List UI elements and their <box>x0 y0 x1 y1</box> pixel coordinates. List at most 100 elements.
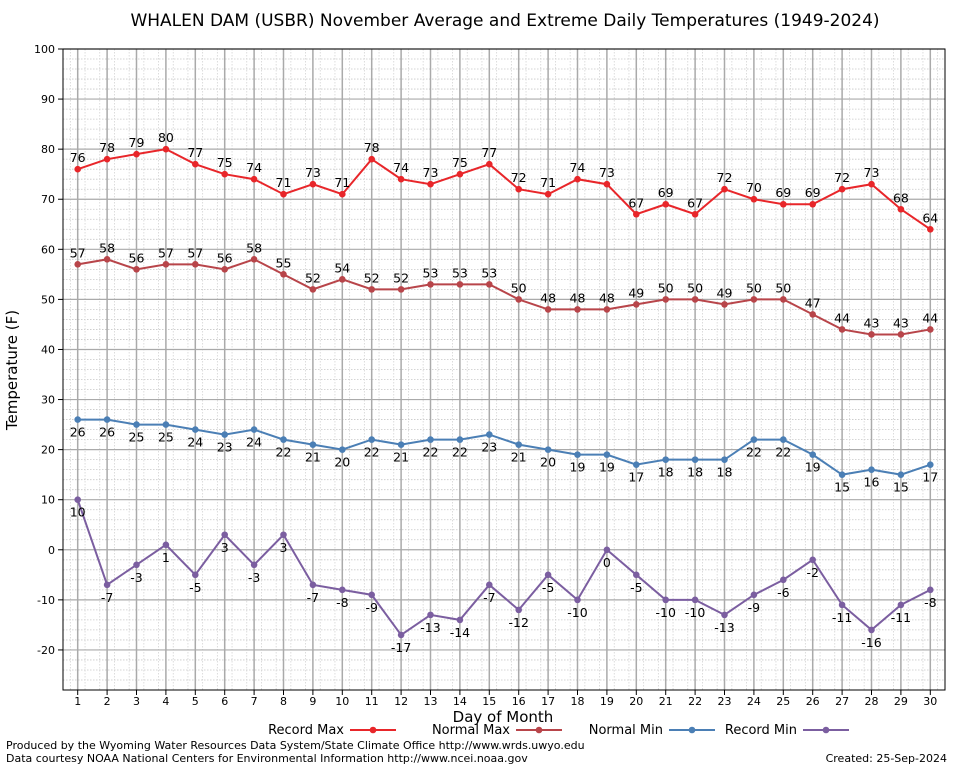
data-label-normal-min: 18 <box>658 465 674 480</box>
data-point-record-max <box>280 190 287 198</box>
data-label-normal-min: 22 <box>746 445 762 460</box>
y-tick-label: 50 <box>41 293 55 306</box>
data-label-record-min: -7 <box>483 590 495 605</box>
data-label-record-min: -11 <box>832 610 852 625</box>
data-point-record-max <box>721 185 728 193</box>
x-tick-label: 30 <box>923 695 937 708</box>
data-label-record-max: 72 <box>717 170 733 185</box>
data-point-record-max <box>662 200 669 208</box>
data-label-record-max: 69 <box>805 185 821 200</box>
data-label-normal-max: 49 <box>717 285 733 300</box>
y-tick-label: 100 <box>34 43 55 56</box>
chart-title: WHALEN DAM (USBR) November Average and E… <box>130 11 879 31</box>
data-point-record-min <box>250 561 258 569</box>
data-point-normal-min <box>309 441 317 448</box>
data-label-normal-max: 49 <box>628 285 644 300</box>
data-point-record-max <box>633 210 640 218</box>
x-tick-label: 24 <box>747 695 761 708</box>
data-point-normal-max <box>221 266 228 273</box>
legend: Record Max Normal Max Normal Min Record Min <box>268 723 849 738</box>
y-axis-label: Temperature (F) <box>3 310 21 431</box>
y-tick-label: -20 <box>37 644 55 657</box>
data-label-normal-max: 57 <box>70 245 86 260</box>
data-point-normal-max <box>133 266 140 273</box>
data-point-record-max <box>868 180 875 188</box>
data-label-normal-max: 50 <box>511 280 527 295</box>
data-label-record-min: -7 <box>101 590 113 605</box>
data-label-record-max: 68 <box>893 190 909 205</box>
data-label-record-max: 73 <box>599 165 615 180</box>
data-label-normal-max: 52 <box>305 270 321 285</box>
data-label-record-min: -8 <box>924 595 937 610</box>
data-point-normal-max <box>74 261 81 268</box>
data-point-record-max <box>486 160 493 168</box>
x-tick-label: 12 <box>394 695 408 708</box>
data-label-normal-min: 19 <box>805 460 821 475</box>
data-point-normal-max <box>368 286 376 293</box>
data-point-normal-max <box>780 296 787 303</box>
data-label-normal-max: 43 <box>864 315 880 330</box>
data-label-record-min: -9 <box>365 600 378 615</box>
data-label-normal-min: 16 <box>864 475 880 490</box>
data-point-record-max <box>103 155 111 163</box>
data-point-record-min <box>368 591 376 599</box>
data-point-normal-min <box>691 456 699 463</box>
data-point-normal-max <box>103 256 111 263</box>
data-label-normal-min: 24 <box>246 435 262 450</box>
data-label-record-min: -3 <box>130 570 142 585</box>
data-label-record-max: 77 <box>187 145 203 160</box>
data-point-normal-max <box>250 256 258 263</box>
data-point-record-min <box>691 596 699 604</box>
data-point-record-min <box>603 546 611 554</box>
data-point-normal-max <box>544 306 552 313</box>
data-point-record-max <box>838 185 846 193</box>
legend-label: Normal Max <box>432 723 510 738</box>
data-label-record-min: -12 <box>508 615 528 630</box>
x-tick-label: 17 <box>541 695 555 708</box>
data-point-record-max <box>309 180 317 188</box>
data-label-record-min: -11 <box>891 610 911 625</box>
data-point-record-max <box>74 165 81 173</box>
data-label-normal-max: 50 <box>775 280 791 295</box>
data-point-record-max <box>515 185 522 193</box>
data-label-normal-min: 18 <box>717 465 733 480</box>
data-point-record-min <box>750 591 758 599</box>
data-point-normal-min <box>721 456 728 463</box>
data-label-record-max: 74 <box>570 160 586 175</box>
data-label-record-max: 70 <box>746 180 762 195</box>
data-point-normal-max <box>192 261 199 268</box>
data-label-normal-max: 44 <box>834 310 850 325</box>
data-point-record-max <box>339 190 346 198</box>
data-point-record-max <box>397 175 405 183</box>
data-label-normal-max: 54 <box>334 260 350 275</box>
data-label-normal-min: 22 <box>364 445 380 460</box>
data-label-normal-min: 22 <box>775 445 791 460</box>
x-axis-label: Day of Month <box>453 708 554 726</box>
data-label-record-min: -13 <box>714 620 734 635</box>
data-point-record-max <box>192 160 199 168</box>
data-point-normal-max <box>280 271 287 278</box>
data-label-record-min: -2 <box>806 565 818 580</box>
data-label-record-max: 71 <box>334 175 350 190</box>
data-point-record-min <box>162 541 170 549</box>
data-point-record-max <box>456 170 464 178</box>
x-tick-label: 23 <box>718 695 732 708</box>
data-label-normal-min: 17 <box>922 470 938 485</box>
data-label-normal-min: 22 <box>452 445 468 460</box>
data-point-normal-min <box>662 456 669 463</box>
data-label-record-max: 80 <box>158 130 174 145</box>
data-point-normal-min <box>339 446 346 453</box>
data-label-record-max: 69 <box>775 185 791 200</box>
data-label-normal-max: 57 <box>187 245 203 260</box>
data-point-normal-min <box>427 436 434 443</box>
data-label-normal-max: 44 <box>922 310 938 325</box>
data-point-record-min <box>221 531 228 539</box>
data-point-record-min <box>780 576 787 584</box>
data-label-record-min: -10 <box>567 605 587 620</box>
series-record-min: 10 -7 -3 1 -5 3 -3 3 -7 -8 -9 -17 -13 -14 -7 -12 -5 -10 0 -… <box>70 496 937 655</box>
footer-credit-1: Produced by the Wyoming Water Resources … <box>6 739 585 752</box>
data-point-normal-min <box>515 441 522 448</box>
data-label-record-max: 73 <box>864 165 880 180</box>
x-tick-label: 10 <box>335 695 349 708</box>
data-label-record-max: 69 <box>658 185 674 200</box>
